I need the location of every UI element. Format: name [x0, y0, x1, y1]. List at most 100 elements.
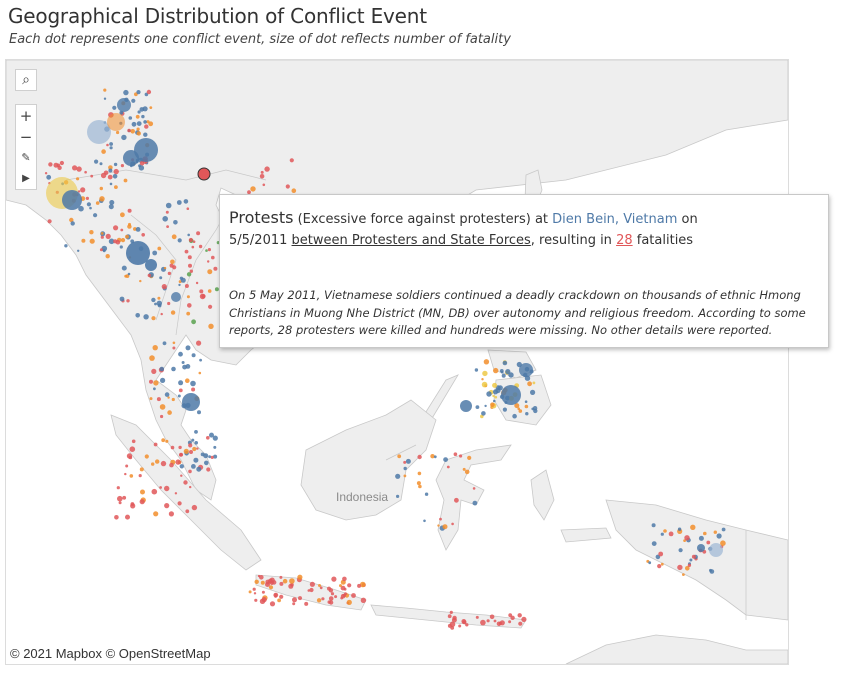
- zoom-out-button[interactable]: −: [19, 127, 33, 146]
- event-dot: [260, 580, 265, 585]
- event-dot: [85, 196, 89, 200]
- event-dot: [199, 289, 204, 294]
- event-dot: [69, 217, 74, 223]
- event-dot: [489, 614, 495, 620]
- zoom-in-button[interactable]: +: [19, 106, 33, 125]
- event-dot: [424, 492, 429, 496]
- event-dot: [185, 345, 191, 351]
- event-dot: [165, 439, 169, 443]
- event-dot: [191, 319, 197, 325]
- event-dot: [186, 295, 190, 299]
- fatality-bubble: [182, 393, 200, 411]
- event-dot: [86, 202, 91, 207]
- event-dot: [127, 208, 132, 213]
- event-dot: [351, 593, 356, 598]
- event-dot: [197, 410, 201, 415]
- event-dot: [360, 581, 366, 588]
- event-dot: [396, 494, 400, 498]
- event-dot: [159, 404, 166, 410]
- search-map-button[interactable]: ⌕: [15, 69, 37, 91]
- event-dot: [262, 183, 266, 187]
- land-australia: [565, 634, 788, 664]
- chart-title: Geographical Distribution of Conflict Ev…: [8, 4, 427, 28]
- selected-event-dot[interactable]: [197, 167, 211, 181]
- event-dot: [663, 529, 667, 533]
- event-dot: [177, 238, 182, 243]
- event-dot: [101, 149, 106, 154]
- event-dot: [151, 316, 156, 321]
- event-dot: [136, 127, 140, 131]
- event-dot: [208, 455, 212, 459]
- event-dot: [172, 346, 176, 350]
- event-dot: [135, 114, 140, 119]
- event-dot: [292, 602, 296, 606]
- event-dot: [327, 586, 331, 591]
- event-dot: [199, 358, 203, 362]
- event-dot: [131, 439, 136, 444]
- tooltip-actors: between Protesters and State Forces: [291, 233, 531, 248]
- event-dot: [532, 381, 536, 385]
- event-dot: [514, 403, 520, 409]
- fatality-bubble: [709, 543, 723, 557]
- event-dot: [186, 207, 190, 210]
- fatality-bubble: [134, 138, 158, 162]
- map-canvas[interactable]: [6, 60, 788, 664]
- pin-map-button[interactable]: ✎: [16, 147, 36, 168]
- event-dot: [430, 454, 435, 459]
- event-dot: [159, 486, 163, 489]
- event-dot: [492, 389, 499, 395]
- event-dot: [64, 244, 68, 248]
- event-dot: [108, 165, 113, 170]
- event-dot: [120, 228, 124, 232]
- event-dot: [84, 170, 87, 174]
- event-dot: [342, 593, 346, 598]
- event-dot: [508, 613, 513, 618]
- event-dot: [480, 619, 486, 626]
- event-dot: [207, 289, 212, 293]
- expand-toolbar-button[interactable]: ▶: [16, 168, 36, 189]
- event-dot: [130, 502, 135, 506]
- event-dot: [193, 457, 199, 463]
- event-dot: [129, 446, 136, 453]
- fatality-bubble: [519, 363, 533, 377]
- event-dot: [164, 485, 170, 492]
- event-dot: [648, 561, 652, 565]
- event-dot: [153, 442, 158, 447]
- event-dot: [207, 269, 213, 275]
- event-dot: [120, 238, 126, 243]
- fatality-bubble: [697, 544, 705, 552]
- event-dot: [114, 515, 119, 520]
- event-dot: [183, 448, 189, 454]
- event-dot: [201, 294, 206, 299]
- event-dot: [113, 239, 118, 244]
- event-dot: [169, 462, 174, 468]
- event-dot: [128, 116, 133, 120]
- fatality-bubble: [87, 120, 111, 144]
- event-dot: [184, 284, 189, 288]
- event-dot: [109, 142, 113, 146]
- map-view[interactable]: Indonesia ⌕ + − ✎ ▶ © 2021 Mapbox © Open…: [5, 59, 789, 665]
- event-dot: [155, 459, 160, 464]
- event-dot: [80, 187, 86, 193]
- event-dot: [149, 355, 155, 361]
- event-dot: [127, 128, 131, 133]
- event-dot: [160, 414, 164, 419]
- event-dot: [530, 389, 536, 395]
- event-dot: [493, 367, 499, 374]
- event-dot: [90, 174, 94, 178]
- tooltip-fatalities-word: fatalities: [636, 233, 694, 248]
- event-dot: [136, 90, 141, 95]
- event-dot: [188, 469, 192, 474]
- tooltip-date: 5/5/2011: [229, 233, 288, 248]
- event-dot: [499, 620, 505, 626]
- event-dot: [423, 519, 426, 523]
- event-dot: [191, 504, 198, 511]
- event-dot: [151, 488, 158, 495]
- event-dot: [120, 164, 124, 168]
- event-dot: [252, 587, 256, 591]
- event-dot: [212, 435, 218, 441]
- event-dot: [178, 283, 181, 287]
- event-dot: [77, 190, 81, 193]
- event-dot: [167, 301, 171, 306]
- event-dot: [188, 237, 193, 243]
